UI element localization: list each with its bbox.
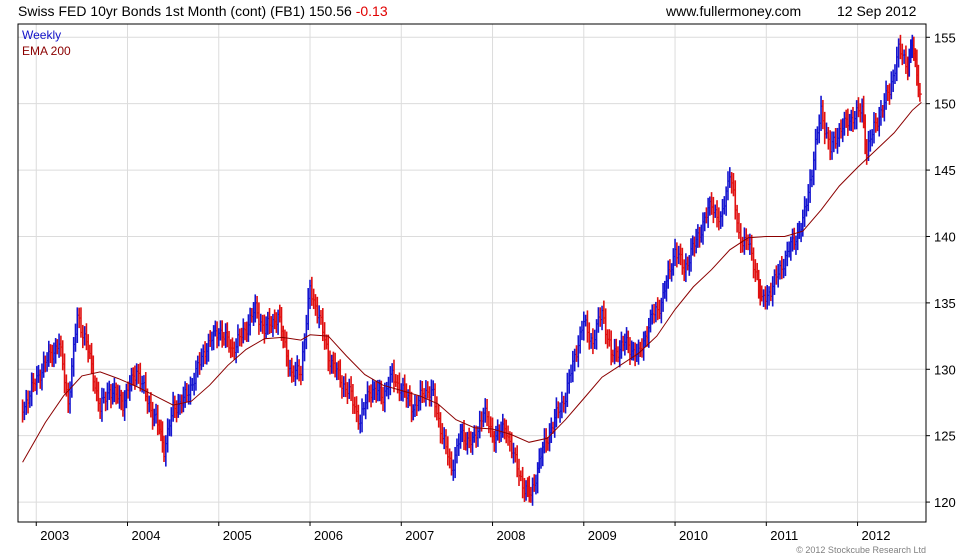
x-tick-label: 2006 xyxy=(314,528,343,543)
ema-200-line xyxy=(22,102,922,463)
x-tick-label: 2010 xyxy=(679,528,708,543)
y-tick-label: 150 xyxy=(934,97,956,112)
x-tick-label: 2005 xyxy=(223,528,252,543)
y-tick-label: 120 xyxy=(934,495,956,510)
x-tick-label: 2004 xyxy=(132,528,161,543)
legend-ema: EMA 200 xyxy=(22,44,71,58)
last-price: 150.56 xyxy=(308,3,352,19)
legend-weekly: Weekly xyxy=(22,28,62,42)
plot-frame xyxy=(17,23,927,523)
x-tick-label: 2003 xyxy=(40,528,69,543)
y-tick-label: 140 xyxy=(934,229,956,244)
price-change: -0.13 xyxy=(355,3,388,19)
y-tick-label: 130 xyxy=(934,362,956,377)
x-tick-label: 2009 xyxy=(588,528,617,543)
y-tick-label: 145 xyxy=(934,163,956,178)
x-tick-label: 2007 xyxy=(405,528,434,543)
y-tick-label: 155 xyxy=(934,30,956,45)
header-title-line: Swiss FED 10yr Bonds 1st Month (cont) (F… xyxy=(18,3,388,19)
x-tick-label: 2011 xyxy=(770,528,798,543)
y-tick-label: 125 xyxy=(934,429,956,444)
x-tick-label: 2008 xyxy=(497,528,526,543)
chart-date: 12 Sep 2012 xyxy=(837,3,917,19)
site-url[interactable]: www.fullermoney.com xyxy=(666,3,802,19)
x-tick-label: 2012 xyxy=(862,528,891,543)
chart-header: Swiss FED 10yr Bonds 1st Month (cont) (F… xyxy=(0,0,980,22)
y-tick-label: 135 xyxy=(934,296,956,311)
instrument-title: Swiss FED 10yr Bonds 1st Month (cont) (F… xyxy=(18,3,306,19)
copyright-text: © 2012 Stockcube Research Ltd xyxy=(796,545,926,555)
